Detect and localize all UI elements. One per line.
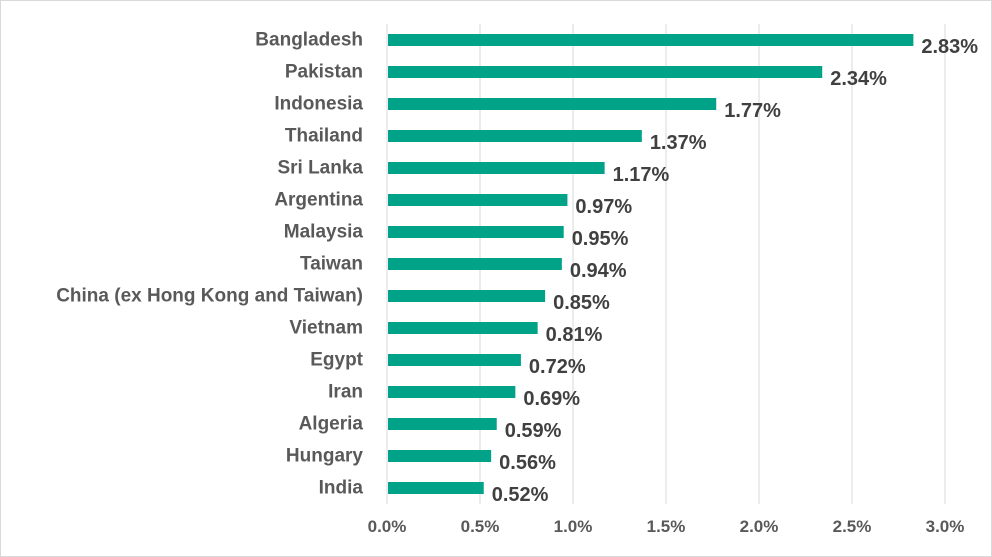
data-label: 0.56% xyxy=(499,452,556,474)
bars xyxy=(388,34,914,494)
category-label: Hungary xyxy=(286,446,364,467)
category-label: Iran xyxy=(328,382,363,403)
data-label: 2.83% xyxy=(921,36,978,58)
category-label: Indonesia xyxy=(274,94,363,115)
bar xyxy=(388,34,914,46)
bar xyxy=(388,418,497,430)
x-tick-label: 1.5% xyxy=(647,517,686,536)
x-tick-label: 3.0% xyxy=(926,517,965,536)
x-tick-label: 0.5% xyxy=(461,517,500,536)
category-label: Vietnam xyxy=(289,318,363,339)
data-labels: 2.83% 2.34% 1.77% 1.37% 1.17% 0.97% 0.95% 0.94%… xyxy=(492,36,979,506)
data-label: 1.77% xyxy=(724,100,781,122)
bar xyxy=(388,290,546,302)
data-label: 1.37% xyxy=(650,132,707,154)
data-label: 2.34% xyxy=(830,68,887,90)
data-label: 0.94% xyxy=(570,260,627,282)
data-label: 0.85% xyxy=(553,292,610,314)
x-tick-label: 2.5% xyxy=(833,517,872,536)
bar xyxy=(388,162,605,174)
data-label: 0.52% xyxy=(492,484,549,506)
data-label: 0.69% xyxy=(523,388,580,410)
bar xyxy=(388,194,568,206)
category-labels: Bangladesh Pakistan Indonesia Thailand Sri L… xyxy=(56,30,363,499)
category-label: Argentina xyxy=(274,190,363,211)
x-tick-label: 2.0% xyxy=(740,517,779,536)
bar xyxy=(388,482,484,494)
bar xyxy=(388,322,538,334)
category-label: Thailand xyxy=(285,126,363,147)
category-label: Bangladesh xyxy=(255,30,363,51)
bar xyxy=(388,450,492,462)
bar xyxy=(388,258,562,270)
x-axis-ticks: 0.0% 0.5% 1.0% 1.5% 2.0% 2.5% 3.0% xyxy=(368,517,965,536)
category-label: Egypt xyxy=(310,350,363,371)
data-label: 0.59% xyxy=(505,420,562,442)
category-label: Sri Lanka xyxy=(277,158,363,179)
category-label: China (ex Hong Kong and Taiwan) xyxy=(56,286,363,307)
x-tick-label: 1.0% xyxy=(554,517,593,536)
data-label: 0.97% xyxy=(575,196,632,218)
category-label: Malaysia xyxy=(284,222,364,243)
category-label: India xyxy=(319,478,364,499)
category-label: Pakistan xyxy=(285,62,363,83)
category-label: Taiwan xyxy=(300,254,363,275)
data-label: 1.17% xyxy=(613,164,670,186)
data-label: 0.72% xyxy=(529,356,586,378)
data-label: 0.81% xyxy=(546,324,603,346)
x-tick-label: 0.0% xyxy=(368,517,407,536)
bar xyxy=(388,98,717,110)
category-label: Algeria xyxy=(299,414,364,435)
bar xyxy=(388,130,642,142)
bar xyxy=(388,386,516,398)
bar xyxy=(388,66,823,78)
bar xyxy=(388,354,521,366)
bar xyxy=(388,226,564,238)
data-label: 0.95% xyxy=(572,228,629,250)
